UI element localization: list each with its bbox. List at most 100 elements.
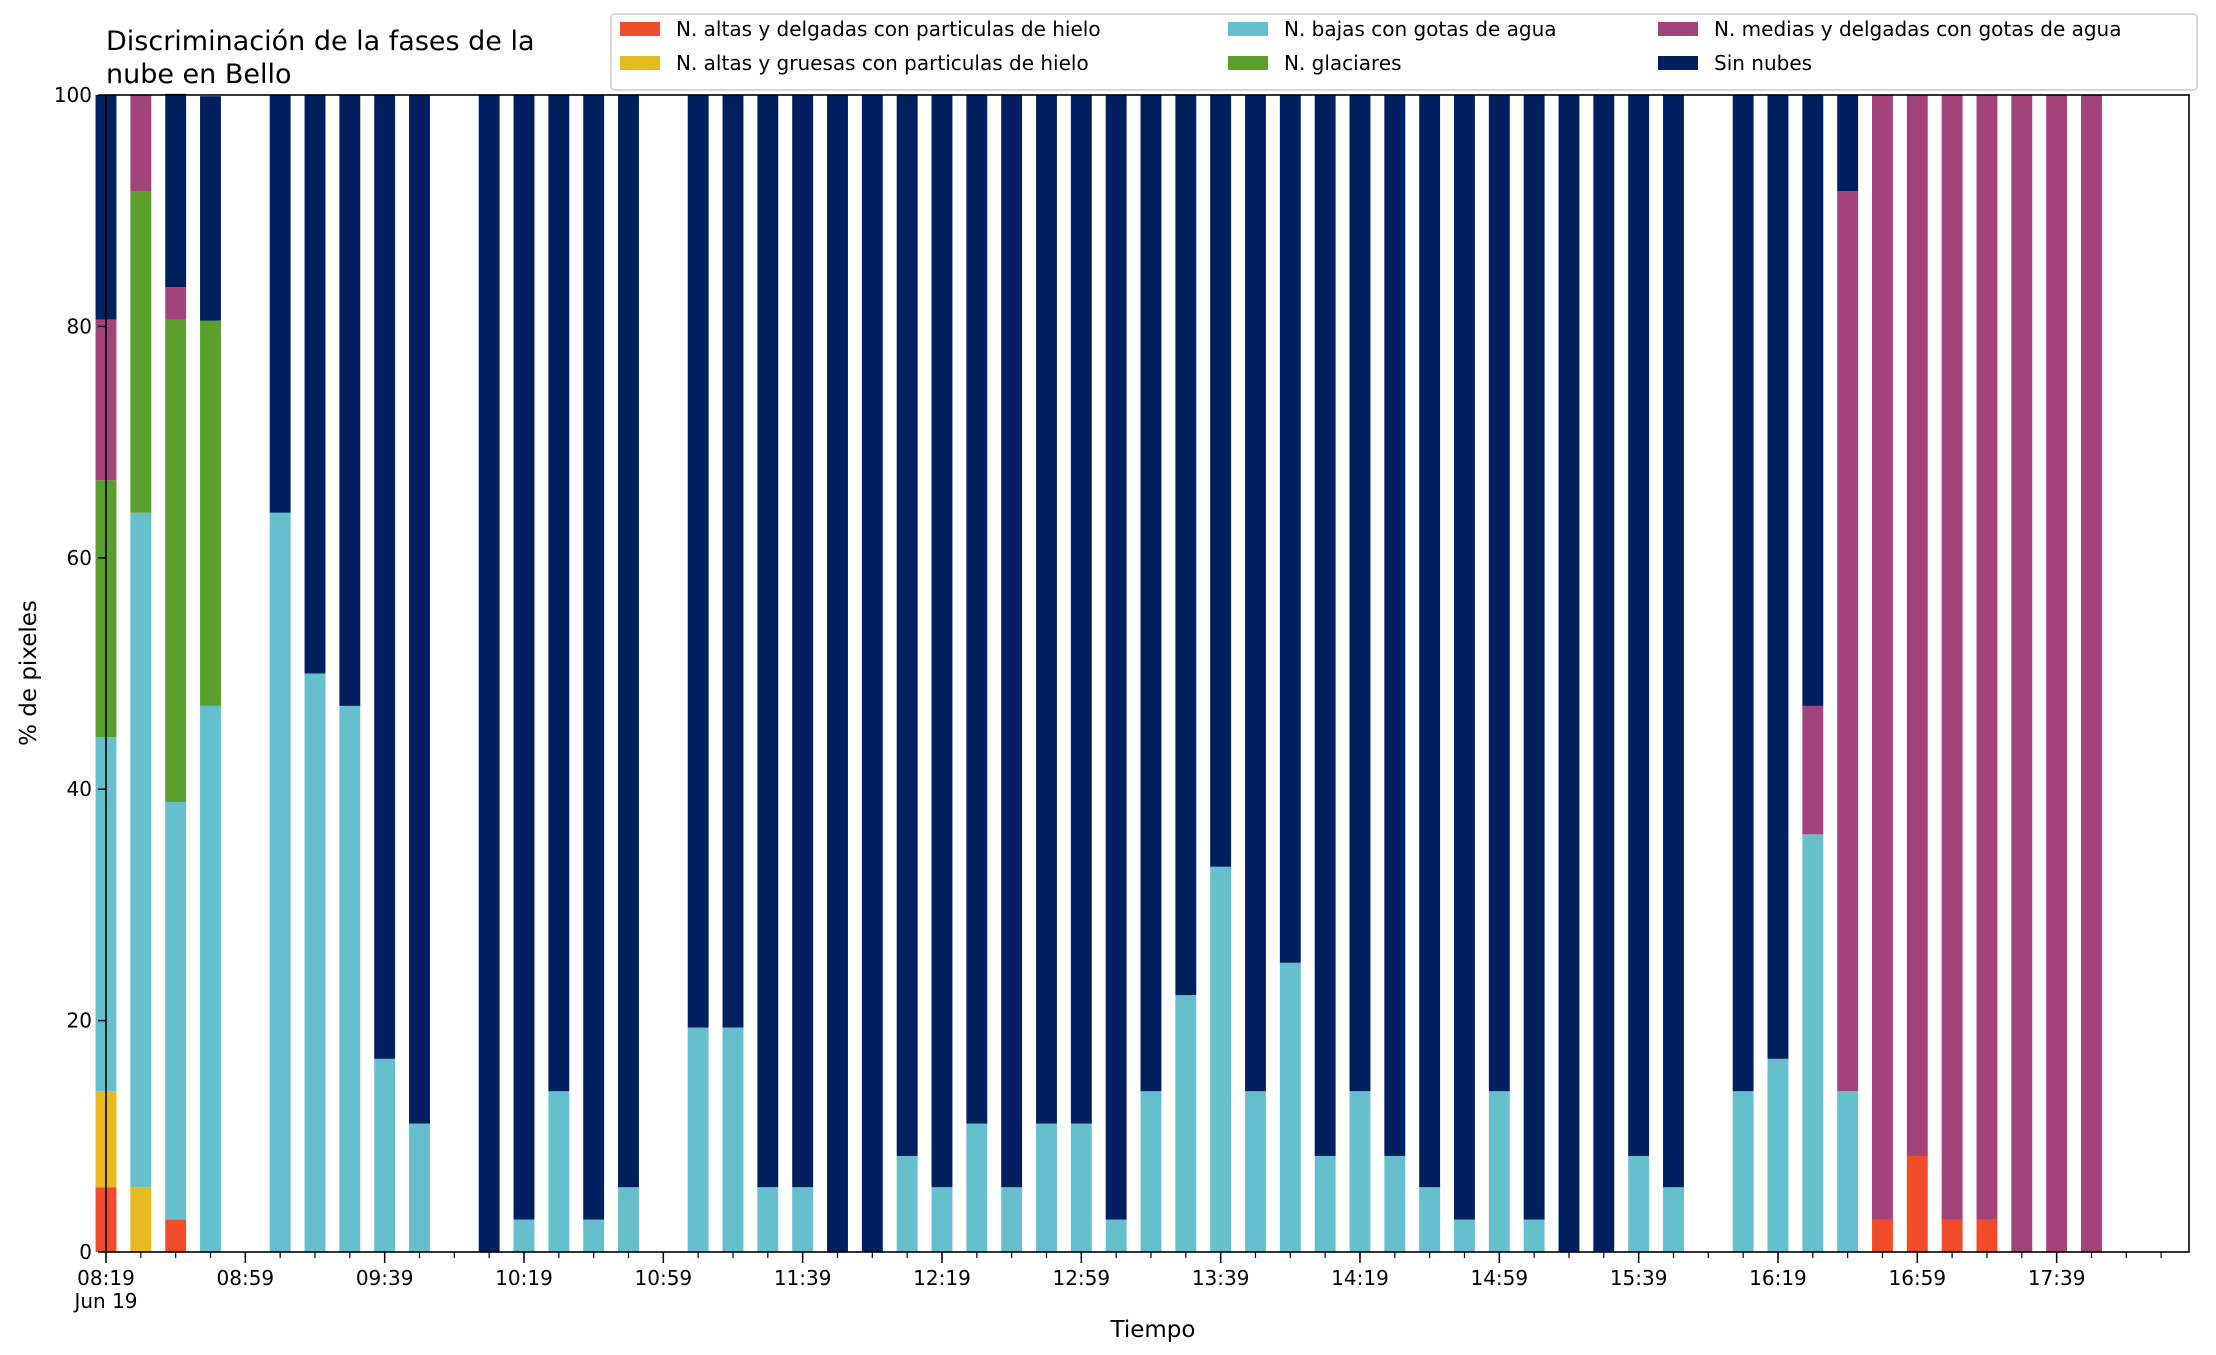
bar-stack [1732,95,1754,1252]
bar-segment [548,1091,570,1252]
bar-segment [1454,95,1475,1220]
bar-segment [2011,95,2033,1252]
bar-segment [1906,1155,1928,1252]
bar-segment [1384,95,1406,1156]
bar-segment [130,95,152,192]
bar-stack [1279,95,1301,1252]
legend-swatch [1228,56,1268,70]
bar-segment [931,95,953,1188]
bar-stack [1523,95,1545,1252]
bar-stack [1001,95,1023,1252]
x-tick-label: 10:59 [635,1266,693,1290]
x-tick-label: 09:39 [356,1266,414,1290]
bar-segment [1210,95,1232,867]
bars-layer [95,93,2102,1252]
bar-segment [1001,1187,1023,1252]
bar-segment [165,319,187,802]
bar-stack [1384,95,1406,1252]
bar-segment [409,1123,430,1252]
bar-stack [1036,95,1057,1252]
bar-segment [618,1187,639,1252]
bar-stack [165,93,187,1252]
bar-segment [966,95,988,1124]
bar-segment [1941,1219,1963,1252]
bar-segment [583,95,605,1220]
bar-segment [1802,95,1824,706]
bar-segment [1837,1091,1859,1252]
bar-segment [1837,191,1859,1092]
bar-stack [1210,95,1232,1252]
legend-entry: N. altas y gruesas con particulas de hie… [620,51,1089,75]
bar-segment [478,95,500,1252]
bar-segment [1767,95,1789,1059]
bar-segment [1802,834,1824,1252]
bar-segment [200,96,221,321]
bar-segment [304,673,326,1252]
bar-stack [1314,95,1336,1252]
y-axis: 0 20 40 60 80 100 [54,83,106,1264]
bar-segment [792,1187,814,1252]
x-tick-label: 12:59 [1052,1266,1110,1290]
bar-stack [827,95,848,1252]
bar-segment [1976,95,1998,1220]
bar-segment [1210,866,1232,1252]
bar-segment [896,1155,918,1252]
x-tick-label: 17:39 [2028,1266,2086,1290]
bar-segment [1245,1091,1266,1252]
bar-segment [1906,95,1928,1156]
bar-segment [2081,95,2102,1252]
bar-segment [757,1187,779,1252]
x-axis-label: Tiempo [1110,1317,1196,1343]
bar-segment [1349,95,1371,1092]
bar-segment [2046,95,2068,1252]
x-tick-label: 11:39 [774,1266,832,1290]
legend-swatch [620,22,660,36]
bar-stack [2011,95,2033,1252]
bar-segment [1036,1123,1057,1252]
bar-segment [1732,95,1754,1092]
bar-segment [1419,1187,1441,1252]
x-tick-label: 14:19 [1331,1266,1389,1290]
y-tick-label: 20 [67,1009,92,1033]
bar-segment [1523,95,1545,1220]
bar-stack [792,95,814,1252]
bar-stack [1976,95,1998,1252]
bar-stack [1837,95,1859,1252]
bar-segment [1001,95,1023,1188]
y-tick-label: 100 [54,83,92,107]
bar-stack [548,95,570,1252]
bar-segment [1140,1091,1162,1252]
y-tick-label: 40 [67,777,92,801]
bar-segment [513,1219,535,1252]
bar-stack [200,96,221,1252]
bar-segment [1384,1155,1406,1252]
bar-stack [1941,95,1963,1252]
bar-stack [374,95,396,1252]
bar-segment [339,95,361,706]
bar-stack [618,95,639,1252]
bar-segment [409,95,430,1124]
bar-segment [1628,1155,1650,1252]
bar-segment [1488,1091,1510,1252]
legend-swatch [1228,22,1268,36]
bar-segment [1314,1155,1336,1252]
bar-stack [1245,95,1266,1252]
bar-segment [722,1027,744,1252]
bar-segment [130,191,152,513]
bar-segment [1663,95,1684,1188]
x-tick-sublabel: Jun 19 [72,1289,137,1313]
bar-stack [931,95,953,1252]
x-tick-label: 14:59 [1470,1266,1528,1290]
bar-segment [583,1219,605,1252]
bar-stack [861,95,883,1252]
legend-label: Sin nubes [1714,51,1812,75]
bar-stack [1070,95,1092,1252]
bar-segment [165,1219,187,1252]
legend-label: N. bajas con gotas de agua [1284,17,1557,41]
y-tick-label: 0 [79,1240,92,1264]
y-axis-label: % de pixeles [16,600,42,746]
bar-segment [1523,1219,1545,1252]
legend-swatch [1658,56,1698,70]
